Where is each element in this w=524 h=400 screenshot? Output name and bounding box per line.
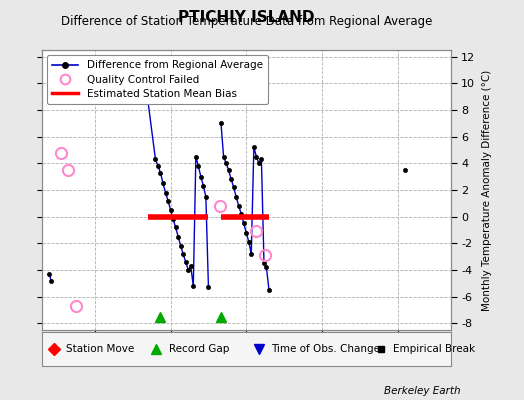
Legend: Difference from Regional Average, Quality Control Failed, Estimated Station Mean: Difference from Regional Average, Qualit…	[47, 55, 268, 104]
Text: Empirical Break: Empirical Break	[394, 344, 476, 354]
Text: Time of Obs. Change: Time of Obs. Change	[271, 344, 380, 354]
Title: Difference of Station Temperature Data from Regional Average: Difference of Station Temperature Data f…	[61, 15, 432, 28]
Text: Berkeley Earth: Berkeley Earth	[385, 386, 461, 396]
Text: Station Move: Station Move	[67, 344, 135, 354]
Text: PTICHIY ISLAND: PTICHIY ISLAND	[178, 10, 314, 25]
Y-axis label: Monthly Temperature Anomaly Difference (°C): Monthly Temperature Anomaly Difference (…	[482, 69, 492, 311]
Text: Record Gap: Record Gap	[169, 344, 229, 354]
